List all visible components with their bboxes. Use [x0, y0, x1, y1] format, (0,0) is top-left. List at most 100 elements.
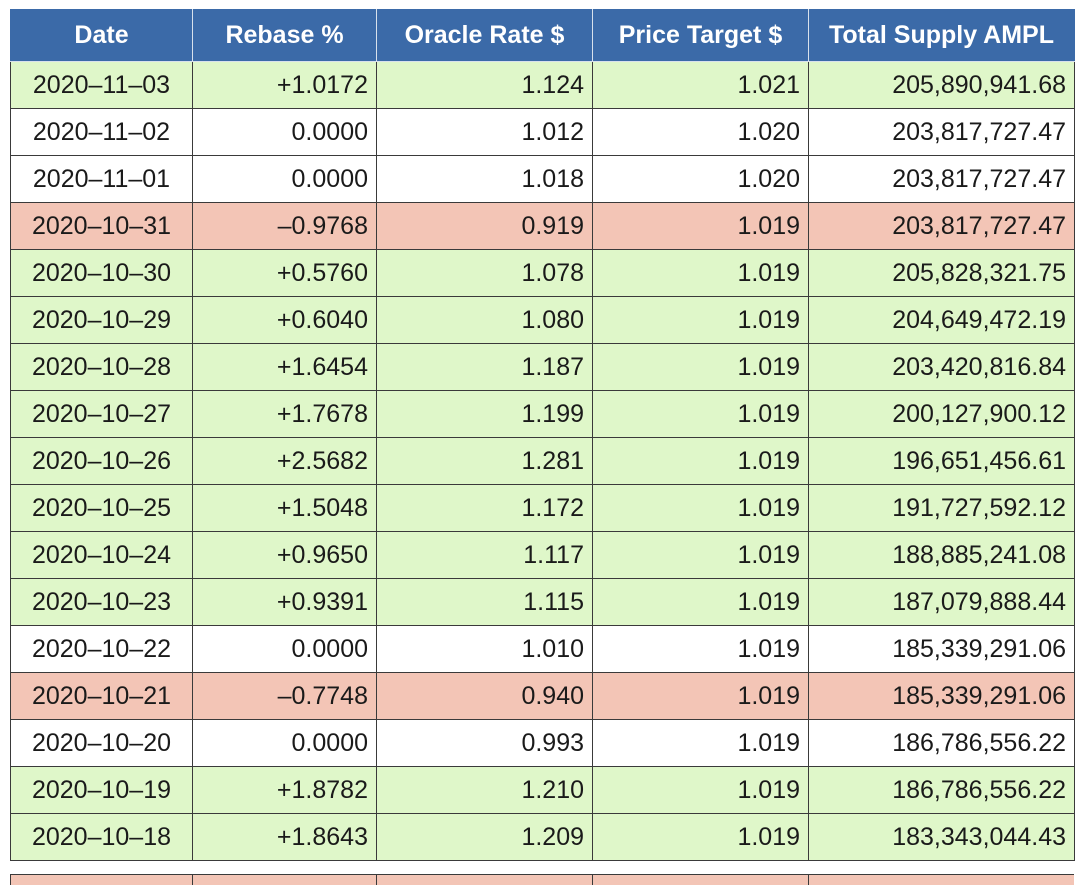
cell-price-target: 1.019 [592, 531, 809, 579]
cell-total-supply: 200,127,900.12 [808, 390, 1075, 438]
cell-date: 2020–10–18 [10, 813, 193, 861]
cell-oracle-rate: 0.940 [376, 672, 593, 720]
cell-total-supply: 185,339,291.06 [808, 625, 1075, 673]
cell-price-target: 1.019 [592, 813, 809, 861]
cell-rebase-percent: 0.0000 [192, 719, 377, 767]
cell-price-target: 1.019 [592, 766, 809, 814]
cell-oracle-rate: 1.124 [376, 61, 593, 109]
cell-oracle-rate: 1.172 [376, 484, 593, 532]
cell-date: 2020–11–03 [10, 61, 193, 109]
cell-price-target: 1.019 [592, 719, 809, 767]
table-row: 2020–10–30 +0.5760 1.078 1.019 205,828,321.7… [10, 249, 1075, 297]
table-header-row: Date Rebase % Oracle Rate $ Price Target… [10, 9, 1075, 62]
cell-price-target: 1.020 [592, 108, 809, 156]
table-row: 2020–10–19 +1.8782 1.210 1.019 186,786,556.2… [10, 766, 1075, 814]
cell-total-supply: 185,339,291.06 [808, 672, 1075, 720]
cell-date: 2020–10–19 [10, 766, 193, 814]
cell-rebase-percent: +0.6040 [192, 296, 377, 344]
table-row: 2020–10–27 +1.7678 1.199 1.019 200,127,900.1… [10, 390, 1075, 438]
table-row: 2020–11–01 0.0000 1.018 1.020 203,817,727.47 [10, 155, 1075, 203]
cell-total-supply: 203,817,727.47 [808, 202, 1075, 250]
cell-oracle-rate: 1.187 [376, 343, 593, 391]
cell-total-supply: 204,649,472.19 [808, 296, 1075, 344]
cell-price-target: 1.019 [592, 296, 809, 344]
cell-price-target: 1.019 [592, 578, 809, 626]
cell-total-supply: 196,651,456.61 [808, 437, 1075, 485]
cell-oracle-rate: 1.012 [376, 108, 593, 156]
table-row: 2020–11–03 +1.0172 1.124 1.021 205,890,941.6… [10, 61, 1075, 109]
cell-total-supply: 203,817,727.47 [808, 155, 1075, 203]
column-header-oracle-rate[interactable]: Oracle Rate $ [376, 9, 593, 62]
column-header-price-target[interactable]: Price Target $ [592, 9, 809, 62]
cell-total-supply: 188,885,241.08 [808, 531, 1075, 579]
cell-date: 2020–10–31 [10, 202, 193, 250]
cell-price-target: 1.019 [592, 437, 809, 485]
column-header-rebase[interactable]: Rebase % [192, 9, 377, 62]
cell-total-supply: 183,343,044.43 [808, 813, 1075, 861]
cell-price-target: 1.019 [592, 672, 809, 720]
cell-total-supply: 186,786,556.22 [808, 719, 1075, 767]
cell-total-supply: 205,890,941.68 [808, 61, 1075, 109]
next-row-partial [10, 874, 1074, 885]
table-row: 2020–10–26 +2.5682 1.281 1.019 196,651,456.6… [10, 437, 1075, 485]
cell-date: 2020–10–23 [10, 578, 193, 626]
table-row: 2020–10–22 0.0000 1.010 1.019 185,339,291.06 [10, 625, 1075, 673]
rebase-history-table: Date Rebase % Oracle Rate $ Price Target… [10, 9, 1075, 861]
table-row: 2020–10–25 +1.5048 1.172 1.019 191,727,592.1… [10, 484, 1075, 532]
cell-oracle-rate: 1.010 [376, 625, 593, 673]
cell-oracle-rate: 0.993 [376, 719, 593, 767]
cell-price-target: 1.019 [592, 390, 809, 438]
cell-date: 2020–10–27 [10, 390, 193, 438]
table-row: 2020–10–28 +1.6454 1.187 1.019 203,420,816.8… [10, 343, 1075, 391]
cell-oracle-rate: 1.018 [376, 155, 593, 203]
cell-price-target: 1.021 [592, 61, 809, 109]
cell-rebase-percent: +1.8643 [192, 813, 377, 861]
cell-rebase-percent: +0.5760 [192, 249, 377, 297]
cell-rebase-percent: 0.0000 [192, 625, 377, 673]
cell-rebase-percent: +1.8782 [192, 766, 377, 814]
cell-rebase-percent: +1.7678 [192, 390, 377, 438]
cell-price-target: 1.019 [592, 343, 809, 391]
cell-date: 2020–10–26 [10, 437, 193, 485]
table-row: 2020–10–24 +0.9650 1.117 1.019 188,885,241.0… [10, 531, 1075, 579]
cell-date: 2020–11–01 [10, 155, 193, 203]
cell-date: 2020–10–28 [10, 343, 193, 391]
rebase-history-table-container: Date Rebase % Oracle Rate $ Price Target… [10, 9, 1075, 861]
cell-price-target: 1.019 [592, 625, 809, 673]
cell-oracle-rate: 1.115 [376, 578, 593, 626]
cell-price-target: 1.020 [592, 155, 809, 203]
cell-date: 2020–10–25 [10, 484, 193, 532]
cell-oracle-rate: 1.209 [376, 813, 593, 861]
column-header-total-supply[interactable]: Total Supply AMPL [808, 9, 1075, 62]
cell-rebase-percent: +0.9391 [192, 578, 377, 626]
cell-price-target: 1.019 [592, 202, 809, 250]
cell-oracle-rate: 1.080 [376, 296, 593, 344]
cell-date: 2020–11–02 [10, 108, 193, 156]
cell-date: 2020–10–30 [10, 249, 193, 297]
cell-oracle-rate: 0.919 [376, 202, 593, 250]
cell-rebase-percent: 0.0000 [192, 155, 377, 203]
column-header-date[interactable]: Date [10, 9, 193, 62]
cell-date: 2020–10–20 [10, 719, 193, 767]
cell-rebase-percent: +2.5682 [192, 437, 377, 485]
cell-oracle-rate: 1.210 [376, 766, 593, 814]
table-row: 2020–10–29 +0.6040 1.080 1.019 204,649,472.1… [10, 296, 1075, 344]
cell-total-supply: 187,079,888.44 [808, 578, 1075, 626]
table-row: 2020–11–02 0.0000 1.012 1.020 203,817,727.47 [10, 108, 1075, 156]
cell-oracle-rate: 1.199 [376, 390, 593, 438]
cell-rebase-percent: +0.9650 [192, 531, 377, 579]
cell-rebase-percent: 0.0000 [192, 108, 377, 156]
cell-oracle-rate: 1.117 [376, 531, 593, 579]
cell-oracle-rate: 1.281 [376, 437, 593, 485]
table-row: 2020–10–20 0.0000 0.993 1.019 186,786,556.22 [10, 719, 1075, 767]
table-row: 2020–10–18 +1.8643 1.209 1.019 183,343,044.4… [10, 813, 1075, 861]
cell-total-supply: 203,420,816.84 [808, 343, 1075, 391]
cell-total-supply: 205,828,321.75 [808, 249, 1075, 297]
table-row: 2020–10–23 +0.9391 1.115 1.019 187,079,888.4… [10, 578, 1075, 626]
table-row: 2020–10–31 –0.9768 0.919 1.019 203,817,727.4… [10, 202, 1075, 250]
cell-rebase-percent: +1.5048 [192, 484, 377, 532]
cell-oracle-rate: 1.078 [376, 249, 593, 297]
cell-rebase-percent: +1.0172 [192, 61, 377, 109]
cell-price-target: 1.019 [592, 249, 809, 297]
cell-price-target: 1.019 [592, 484, 809, 532]
